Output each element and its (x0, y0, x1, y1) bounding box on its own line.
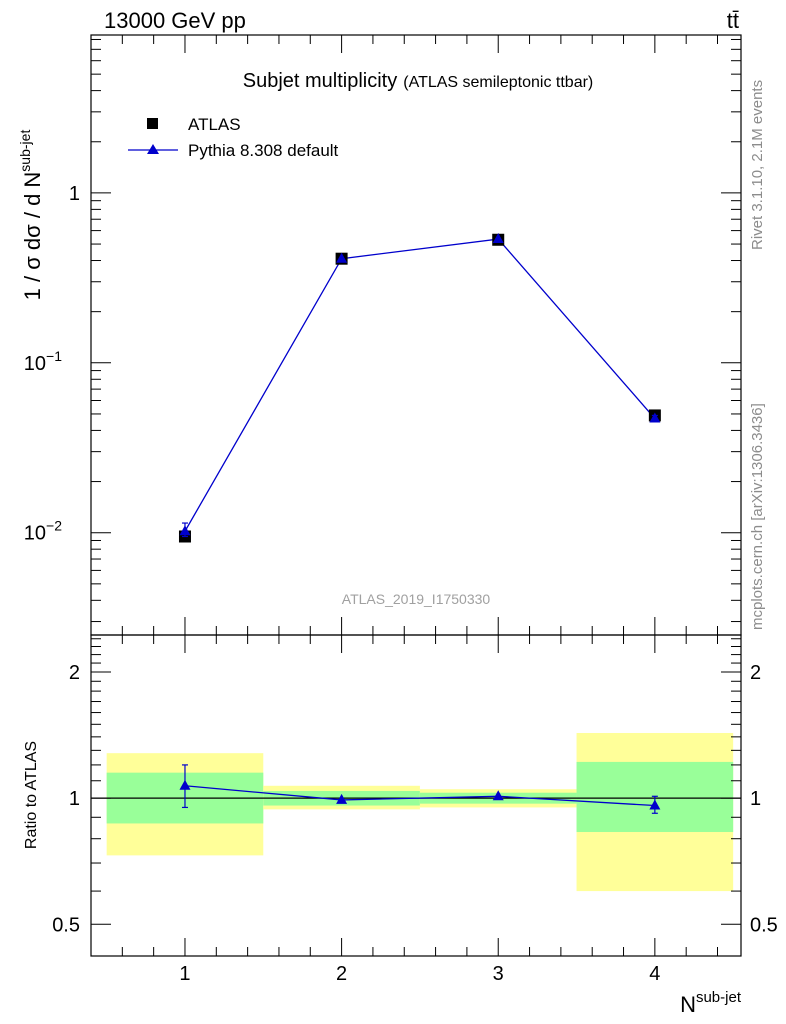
ratio-y-tick-label-right: 1 (750, 788, 761, 810)
ratio-y-tick-label-left: 0.5 (52, 914, 80, 936)
y-axis-label-sup: sub-jet (17, 130, 33, 172)
main-panel: 10−210−11 Subjet multiplicity (ATLAS semi… (17, 34, 742, 636)
ratio-frame (90, 634, 742, 957)
ratio-uncertainty-bands (106, 732, 734, 892)
legend: ATLAS Pythia 8.308 default (128, 115, 339, 160)
rivet-version-label: Rivet 3.1.10, 2.1M events (749, 80, 766, 250)
main-y-tick-label: 1 (69, 183, 80, 205)
y-axis-label-main: 1 / σ dσ / d N (20, 172, 45, 301)
x-tick-label: 3 (493, 963, 504, 985)
chart-title-main: Subjet multiplicity (243, 70, 398, 92)
header-process-label: tt̄ (727, 8, 739, 33)
main-y-tick-label: 10−2 (24, 518, 62, 545)
main-y-tick-base: 10 (24, 353, 46, 375)
ratio-data-point (492, 790, 504, 801)
x-tick-label: 4 (649, 963, 660, 985)
main-axis-ticks: 10−210−11 (24, 35, 741, 635)
pythia-data-point (336, 252, 348, 263)
legend-marker-triangle (147, 144, 159, 154)
x-axis-label-main: N (680, 992, 696, 1017)
ratio-panel: 0.5 0.5 1 1 2 2 1 2 3 4 Ratio to ATLAS Nsub-jet (23, 634, 778, 1017)
ratio-y-tick-label-right: 2 (750, 662, 761, 684)
pythia-data-point (492, 233, 504, 244)
y-axis-label: 1 / σ dσ / d Nsub-jet (17, 130, 45, 301)
main-y-tick-exp: −2 (46, 518, 62, 534)
legend-label-pythia: Pythia 8.308 default (188, 141, 339, 160)
ratio-series-layer (179, 764, 661, 814)
pythia-data-point (179, 525, 191, 536)
main-series-layer (178, 233, 661, 543)
ratio-axis-ticks: 0.5 0.5 1 1 2 2 1 2 3 4 (52, 635, 778, 985)
x-tick-label: 1 (179, 963, 190, 985)
ratio-y-tick-label-left: 2 (69, 662, 80, 684)
pythia-data-point (649, 412, 661, 423)
pythia-line (184, 238, 656, 532)
ratio-y-tick-label-left: 1 (69, 788, 80, 810)
ratio-pythia-line (184, 785, 655, 807)
legend-marker-square (147, 118, 158, 129)
chart-title: Subjet multiplicity (ATLAS semileptonic t… (243, 70, 594, 92)
main-y-tick-base: 10 (24, 523, 46, 545)
main-y-tick-label: 10−1 (24, 348, 62, 375)
ratio-y-tick-label-right: 0.5 (750, 914, 778, 936)
ratio-data-point (336, 793, 348, 804)
mcplots-reference-label: mcplots.cern.ch [arXiv:1306.3436] (749, 403, 766, 630)
x-axis-label-sup: sub-jet (696, 989, 742, 1006)
chart-subtitle: (ATLAS semileptonic ttbar) (403, 74, 593, 91)
x-axis-label: Nsub-jet (680, 989, 742, 1017)
ratio-data-point (179, 779, 191, 790)
header-beam-label: 13000 GeV pp (104, 8, 246, 33)
ratio-data-point (649, 799, 661, 810)
main-y-tick-exp: −1 (46, 348, 62, 364)
analysis-watermark: ATLAS_2019_I1750330 (342, 591, 491, 607)
legend-label-atlas: ATLAS (188, 115, 241, 134)
ratio-y-axis-label: Ratio to ATLAS (23, 741, 40, 849)
x-tick-label: 2 (336, 963, 347, 985)
